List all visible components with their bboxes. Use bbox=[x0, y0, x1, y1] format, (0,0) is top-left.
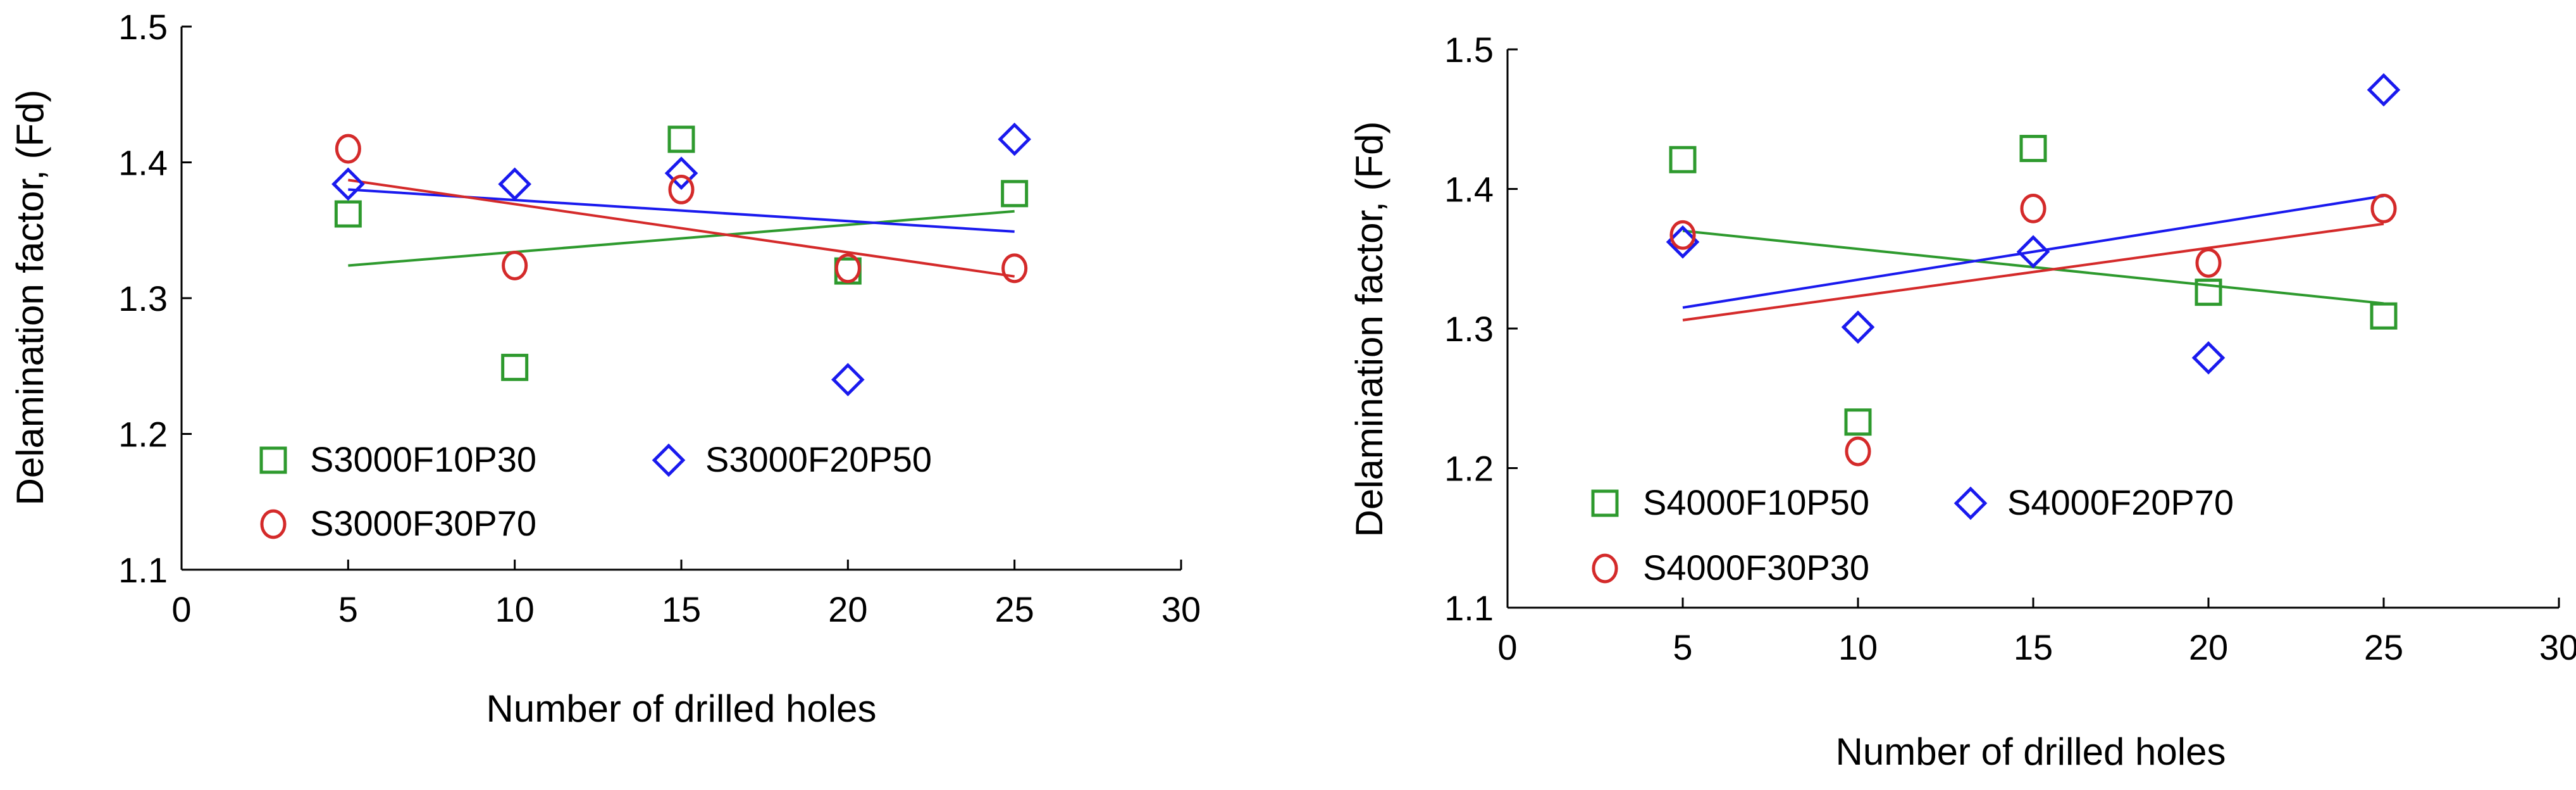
trend-line-s4000f20p70 bbox=[1682, 194, 2384, 309]
chart-left: 1.1 1.2 1.3 1.4 1.5 0 5 10 15 20 25 30 Delamination … bbox=[9, 7, 1201, 730]
data-point-s3000f30p70 bbox=[668, 175, 695, 204]
data-point-s4000f10p50 bbox=[2195, 279, 2222, 306]
y-tick-label: 1.1 bbox=[118, 550, 168, 590]
trend-line-s3000f10p30 bbox=[348, 210, 1015, 267]
y-tick-label: 1.2 bbox=[118, 415, 168, 455]
x-axis-title: Number of drilled holes bbox=[1836, 730, 2226, 773]
y-tick-label: 1.4 bbox=[118, 143, 168, 183]
y-tick-label: 1.1 bbox=[1444, 588, 1494, 628]
legend-marker-s3000f30p70 bbox=[260, 509, 287, 539]
data-point-s3000f30p70 bbox=[335, 134, 361, 164]
data-point-s3000f30p70 bbox=[502, 251, 528, 280]
x-tick-label: 10 bbox=[1838, 627, 1878, 667]
data-point-s4000f20p70 bbox=[1666, 225, 1700, 259]
x-tick-label: 10 bbox=[495, 589, 535, 629]
data-point-s3000f20p50 bbox=[998, 122, 1032, 156]
data-point-s4000f10p50 bbox=[1844, 408, 1872, 436]
x-tick-label: 15 bbox=[2014, 627, 2053, 667]
data-point-s4000f20p70 bbox=[2367, 73, 2401, 107]
legend-label: S3000F10P30 bbox=[310, 439, 536, 479]
legend-marker-s3000f20p50 bbox=[652, 443, 686, 477]
data-point-s3000f30p70 bbox=[1001, 253, 1028, 284]
y-tick-label: 1.3 bbox=[118, 279, 168, 318]
x-tick-label: 30 bbox=[1161, 589, 1201, 629]
legend-marker-s4000f10p50 bbox=[1591, 489, 1619, 517]
data-point-s4000f10p50 bbox=[2370, 302, 2398, 330]
data-point-s4000f30p30 bbox=[1669, 220, 1696, 250]
data-point-s4000f30p30 bbox=[2020, 193, 2047, 223]
x-tick-label: 0 bbox=[1497, 627, 1517, 667]
data-point-s3000f30p70 bbox=[834, 253, 861, 284]
x-tick-label: 5 bbox=[1673, 627, 1692, 667]
data-point-s3000f10p30 bbox=[1001, 180, 1029, 208]
data-point-s4000f10p50 bbox=[1669, 146, 1697, 173]
data-point-s4000f20p70 bbox=[2191, 341, 2226, 375]
x-tick-label: 20 bbox=[828, 589, 867, 629]
y-tick-label: 1.2 bbox=[1444, 449, 1494, 489]
data-point-s3000f20p50 bbox=[831, 363, 865, 397]
data-point-s4000f20p70 bbox=[1841, 310, 1875, 344]
legend-marker-s4000f30p30 bbox=[1592, 553, 1618, 584]
data-point-s3000f10p30 bbox=[501, 353, 529, 381]
data-point-s4000f30p30 bbox=[2195, 248, 2222, 278]
legend-label: S3000F20P50 bbox=[705, 439, 932, 479]
y-tick-label: 1.5 bbox=[1444, 30, 1494, 70]
data-point-s4000f20p70 bbox=[2016, 235, 2050, 269]
y-tick-label: 1.5 bbox=[118, 7, 168, 47]
x-tick-label: 20 bbox=[2189, 627, 2228, 667]
data-point-s4000f10p50 bbox=[2019, 135, 2047, 163]
legend-label: S3000F30P70 bbox=[310, 503, 536, 543]
data-point-s4000f30p30 bbox=[2370, 193, 2397, 223]
x-tick-label: 30 bbox=[2539, 627, 2576, 667]
trend-line-s3000f30p70 bbox=[348, 179, 1015, 278]
y-axis-title: Delamination factor, (Fd) bbox=[1348, 122, 1390, 537]
y-tick-label: 1.3 bbox=[1444, 309, 1494, 349]
chart-right: 1.1 1.2 1.3 1.4 1.5 0 5 10 15 20 25 30 Delamination … bbox=[1348, 30, 2576, 773]
legend-label: S4000F30P30 bbox=[1643, 548, 1869, 587]
legend-marker-s3000f10p30 bbox=[259, 446, 287, 474]
legend-marker-s4000f20p70 bbox=[1954, 486, 1988, 520]
x-axis-title: Number of drilled holes bbox=[486, 687, 877, 730]
x-tick-label: 25 bbox=[2364, 627, 2403, 667]
legend-label: S4000F10P50 bbox=[1643, 482, 1869, 522]
legend-label: S4000F20P70 bbox=[2007, 482, 2234, 522]
data-point-s3000f20p50 bbox=[664, 156, 698, 190]
trend-line-s4000f30p30 bbox=[1682, 222, 2384, 322]
trend-line-s3000f20p50 bbox=[348, 188, 1015, 233]
x-tick-label: 15 bbox=[662, 589, 701, 629]
data-point-s3000f10p30 bbox=[667, 125, 695, 153]
y-axis-title: Delamination factor, (Fd) bbox=[9, 90, 51, 506]
x-tick-label: 5 bbox=[338, 589, 358, 629]
y-tick-label: 1.4 bbox=[1444, 170, 1494, 210]
data-point-s3000f20p50 bbox=[331, 167, 365, 201]
data-point-s4000f30p30 bbox=[1845, 436, 1871, 467]
x-tick-label: 0 bbox=[171, 589, 191, 629]
data-point-s3000f10p30 bbox=[334, 200, 362, 228]
data-point-s3000f20p50 bbox=[498, 167, 532, 201]
x-tick-label: 25 bbox=[995, 589, 1034, 629]
